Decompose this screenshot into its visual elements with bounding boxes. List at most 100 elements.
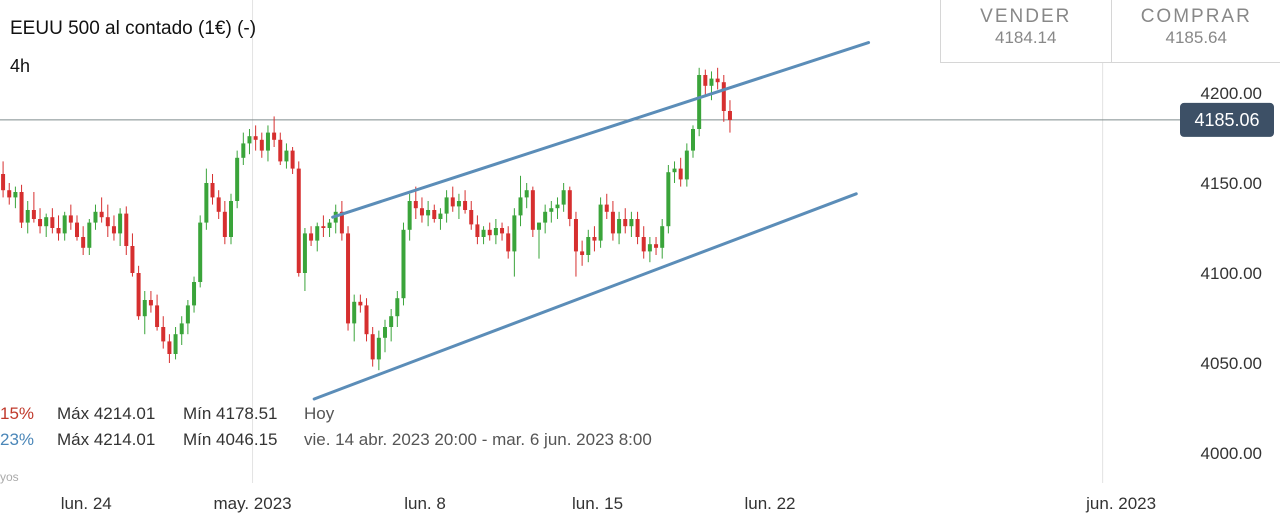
candle: [493, 219, 498, 245]
candle: [173, 327, 178, 360]
candle: [111, 215, 116, 241]
candle: [93, 204, 98, 230]
candle: [419, 197, 424, 223]
candle-body: [87, 222, 92, 248]
candle-body: [592, 237, 597, 241]
y-tick-label: 4000.00: [1201, 444, 1262, 463]
candle-body: [518, 197, 523, 216]
candle: [543, 204, 548, 234]
candle: [302, 228, 307, 291]
candle: [321, 215, 326, 237]
candle-body: [204, 183, 209, 223]
candle-body: [327, 222, 332, 228]
candle-body: [155, 305, 160, 327]
candle: [604, 193, 609, 219]
y-tick-label: 4150.00: [1201, 174, 1262, 193]
candle-body: [229, 201, 233, 237]
change-percent: 23%: [0, 430, 35, 449]
candle: [610, 201, 615, 241]
candle-body: [358, 301, 363, 306]
candle-body: [450, 197, 455, 207]
candle: [586, 229, 591, 263]
quote-panel: VENDER 4184.14 COMPRAR 4185.64: [940, 0, 1280, 63]
candle: [210, 174, 215, 205]
timeframe-label[interactable]: 4h: [10, 56, 31, 76]
candle: [130, 233, 135, 277]
candle: [647, 237, 652, 263]
candle-body: [235, 157, 240, 201]
candle: [413, 186, 418, 219]
candle: [253, 125, 258, 151]
candle-body: [75, 222, 79, 237]
candle: [469, 201, 474, 230]
candle: [623, 208, 628, 234]
candle-body: [678, 168, 683, 180]
x-tick-label: lun. 22: [744, 494, 795, 513]
footnote: yos: [0, 470, 19, 484]
candle: [666, 165, 671, 234]
candle: [31, 192, 36, 223]
buy-button[interactable]: COMPRAR 4185.64: [1110, 0, 1280, 62]
candle: [352, 294, 357, 342]
candle: [487, 222, 492, 241]
candle: [641, 226, 646, 259]
candle-body: [561, 190, 566, 205]
current-price-tag: 4185.06: [1180, 102, 1274, 137]
candle-body: [432, 210, 437, 219]
y-tick-label: 4200.00: [1201, 84, 1262, 103]
candle-body: [654, 244, 659, 248]
candle-body: [419, 208, 424, 216]
candle: [265, 125, 270, 162]
candle: [672, 161, 677, 183]
candle: [401, 222, 406, 306]
candle: [389, 309, 394, 342]
candle-body: [598, 204, 603, 241]
candle: [155, 294, 160, 331]
range-label: vie. 14 abr. 2023 20:00 - mar. 6 jun. 20…: [304, 430, 652, 449]
candle: [721, 75, 726, 122]
change-percent: 15%: [0, 404, 35, 423]
candle-body: [444, 197, 449, 214]
candle: [481, 226, 486, 245]
candle: [684, 143, 689, 187]
buy-label: COMPRAR: [1140, 6, 1252, 27]
candle-body: [487, 229, 492, 236]
candle-body: [660, 226, 665, 248]
candle-body: [567, 190, 572, 219]
candle: [185, 300, 190, 335]
candle-body: [56, 228, 61, 234]
candle: [68, 204, 73, 230]
candle-body: [715, 78, 720, 83]
candle-body: [253, 136, 258, 140]
candle: [222, 201, 227, 245]
candle: [358, 294, 363, 313]
candle: [229, 193, 233, 245]
x-tick-label: jun. 2023: [1085, 494, 1156, 513]
candle: [654, 237, 659, 255]
candle-body: [272, 132, 277, 140]
x-tick-label: lun. 15: [572, 494, 623, 513]
candle-body: [31, 210, 36, 219]
candle-body: [512, 215, 517, 252]
trend-channel: [312, 41, 871, 401]
candle-body: [111, 226, 116, 234]
candle: [259, 132, 264, 158]
candle: [56, 215, 61, 241]
sell-button[interactable]: VENDER 4184.14: [941, 0, 1111, 62]
candle-body: [555, 204, 560, 209]
candle-body: [167, 341, 172, 354]
candle: [315, 222, 320, 252]
candle: [179, 316, 184, 345]
candle-body: [278, 139, 283, 162]
candle-body: [623, 219, 628, 227]
candle: [241, 132, 246, 165]
candle: [376, 330, 381, 371]
candle: [235, 150, 240, 209]
x-tick-label: lun. 24: [61, 494, 112, 513]
candle: [561, 183, 566, 212]
candle-body: [265, 132, 270, 151]
candle-body: [580, 251, 585, 255]
candle-body: [549, 208, 554, 212]
candle-body: [463, 201, 468, 210]
